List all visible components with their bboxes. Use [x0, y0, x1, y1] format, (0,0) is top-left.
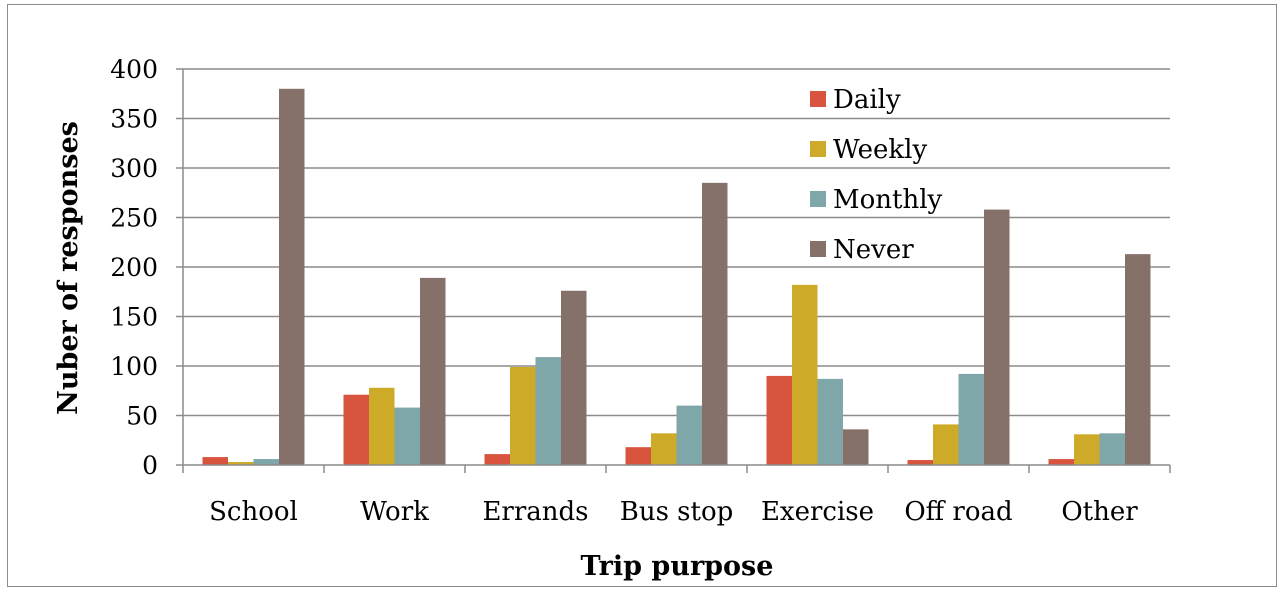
bar [843, 429, 869, 465]
bar [510, 366, 536, 465]
y-tick-label: 400 [110, 55, 158, 84]
bar [817, 378, 843, 465]
bar [933, 424, 959, 465]
y-tick-label: 350 [110, 105, 158, 134]
legend-label: Weekly [833, 135, 927, 165]
x-tick-label: Other [1061, 497, 1138, 527]
x-tick-label: Errands [482, 497, 588, 527]
bar [651, 433, 677, 465]
bar [253, 459, 279, 465]
bar [228, 462, 254, 465]
legend-swatch [810, 241, 826, 257]
y-tick-label: 150 [110, 303, 158, 332]
x-axis-title: Trip purpose [581, 551, 774, 582]
y-tick-labels: 0 50 100 150 200 250 300 350 400 [110, 55, 158, 480]
bar [766, 375, 792, 465]
chart-frame [7, 4, 1277, 587]
x-tick-label: Bus stop [620, 497, 734, 527]
bar [907, 460, 933, 465]
bar [984, 209, 1010, 465]
bar [484, 454, 510, 465]
x-tick-label: Exercise [761, 497, 874, 527]
gridlines [183, 68, 1170, 417]
bar [202, 457, 228, 465]
bar [792, 284, 818, 465]
legend: Daily Weekly Monthly Never [810, 85, 943, 265]
bar [1099, 433, 1125, 465]
bar [420, 277, 446, 465]
legend-label: Never [833, 235, 914, 265]
bar [1125, 254, 1151, 465]
bar [369, 387, 395, 465]
legend-label: Daily [833, 85, 901, 115]
y-tick-label: 100 [110, 352, 158, 381]
y-tick-label: 50 [126, 402, 158, 431]
y-axis-title: Nuber of responses [53, 121, 84, 415]
axes [176, 68, 1171, 473]
bar [1074, 434, 1100, 465]
x-tick-label: Off road [904, 497, 1012, 527]
bar [535, 357, 561, 465]
bar [958, 373, 984, 465]
bar [676, 405, 702, 465]
legend-swatch [810, 191, 826, 207]
y-tick-label: 0 [142, 451, 158, 480]
legend-swatch [810, 141, 826, 157]
bar [1048, 459, 1074, 465]
y-tick-label: 250 [110, 204, 158, 233]
bar [561, 290, 587, 465]
y-tick-label: 200 [110, 253, 158, 282]
legend-label: Monthly [833, 185, 943, 215]
bar [394, 407, 420, 465]
bar [702, 182, 728, 465]
bars [202, 88, 1151, 466]
x-tick-label: School [209, 497, 298, 527]
bar [343, 394, 369, 465]
y-tick-label: 300 [110, 154, 158, 183]
bar [625, 447, 651, 465]
x-tick-labels: School Work Errands Bus stop Exercise Off roa… [209, 497, 1138, 527]
bar [279, 88, 305, 466]
x-tick-label: Work [360, 497, 429, 527]
legend-swatch [810, 91, 826, 107]
